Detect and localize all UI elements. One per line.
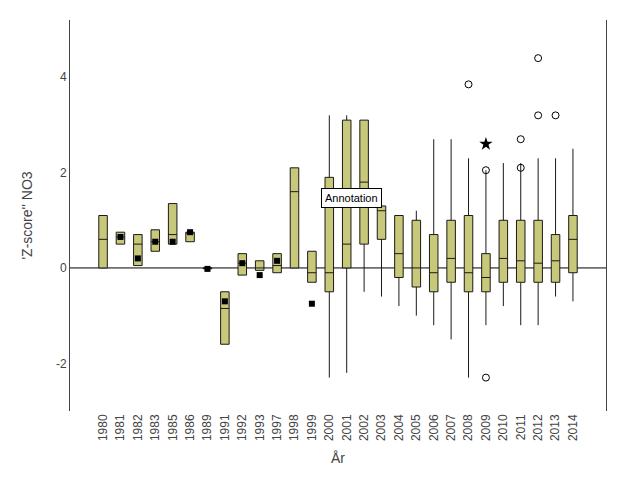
- svg-text:1992: 1992: [235, 414, 249, 441]
- svg-text:2007: 2007: [444, 414, 458, 441]
- svg-text:1993: 1993: [253, 414, 267, 441]
- svg-text:1986: 1986: [183, 414, 197, 441]
- svg-text:1980: 1980: [96, 414, 110, 441]
- svg-text:2013: 2013: [548, 414, 562, 441]
- svg-text:1997: 1997: [270, 414, 284, 441]
- svg-text:'Z-score'' NO3: 'Z-score'' NO3: [19, 171, 35, 259]
- svg-text:1999: 1999: [305, 414, 319, 441]
- svg-text:2002: 2002: [357, 414, 371, 441]
- svg-text:1991: 1991: [218, 414, 232, 441]
- svg-text:2005: 2005: [409, 414, 423, 441]
- svg-text:1982: 1982: [131, 414, 145, 441]
- svg-text:2009: 2009: [479, 414, 493, 441]
- svg-text:-2: -2: [56, 357, 67, 371]
- svg-text:2000: 2000: [322, 414, 336, 441]
- svg-text:2: 2: [60, 166, 67, 180]
- svg-text:0: 0: [60, 261, 67, 275]
- svg-text:1998: 1998: [287, 414, 301, 441]
- svg-text:2012: 2012: [531, 414, 545, 441]
- svg-text:2008: 2008: [461, 414, 475, 441]
- svg-text:4: 4: [60, 70, 67, 84]
- svg-text:2003: 2003: [374, 414, 388, 441]
- svg-text:2014: 2014: [566, 414, 580, 441]
- svg-text:Annotation: Annotation: [325, 192, 378, 204]
- svg-text:2001: 2001: [340, 414, 354, 441]
- svg-text:2004: 2004: [392, 414, 406, 441]
- svg-text:2006: 2006: [427, 414, 441, 441]
- svg-text:1985: 1985: [166, 414, 180, 441]
- svg-text:År: År: [331, 450, 345, 466]
- svg-text:1981: 1981: [113, 414, 127, 441]
- svg-text:1989: 1989: [200, 414, 214, 441]
- svg-text:2011: 2011: [514, 414, 528, 440]
- svg-text:2010: 2010: [496, 414, 510, 441]
- svg-text:1983: 1983: [148, 414, 162, 441]
